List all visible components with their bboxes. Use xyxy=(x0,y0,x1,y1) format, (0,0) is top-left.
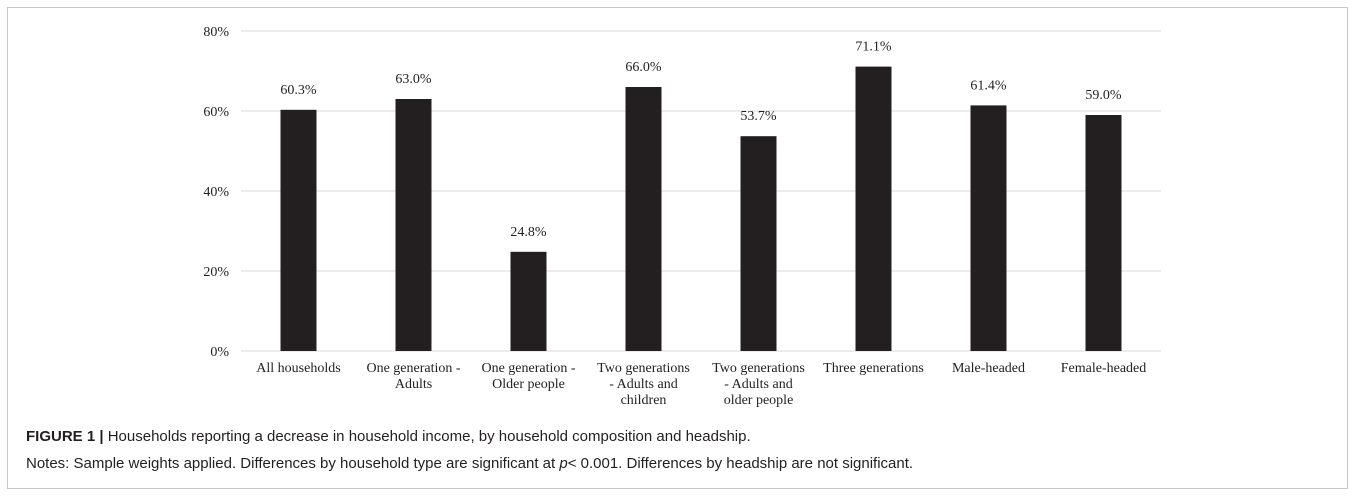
x-tick-label: Two generations - Adults and children xyxy=(597,361,690,408)
x-tick-label: All households xyxy=(256,361,340,376)
figure-caption: FIGURE 1 | Households reporting a decrea… xyxy=(26,426,1336,475)
bar xyxy=(970,105,1007,352)
bar-chart: 0% 20% 40% 60% 80% 60.3% All households 63.0% On… xyxy=(203,25,1161,408)
bar xyxy=(740,136,777,351)
bar xyxy=(1085,115,1122,351)
bar xyxy=(855,66,892,351)
notes-before: Notes: Sample weights applied. Differenc… xyxy=(26,455,560,472)
figure-frame: 0% 20% 40% 60% 80% 60.3% All households 63.0% On… xyxy=(7,7,1348,489)
bar xyxy=(280,109,317,351)
x-tick-label: One generation -Older people xyxy=(481,361,575,392)
y-tick-label: 80% xyxy=(203,25,229,40)
x-tick-label: Male-headed xyxy=(952,361,1025,376)
data-label: 53.7% xyxy=(740,109,777,124)
x-tick-label: One generation -Adults xyxy=(366,361,460,392)
data-label: 63.0% xyxy=(395,72,432,87)
data-label: 61.4% xyxy=(970,78,1007,93)
y-tick-label: 40% xyxy=(203,185,229,200)
caption-notes: Notes: Sample weights applied. Differenc… xyxy=(26,453,1336,475)
bar xyxy=(510,251,547,351)
notes-p: p xyxy=(559,455,568,472)
bar xyxy=(625,87,662,351)
figure-label: FIGURE 1 | xyxy=(26,428,104,445)
x-tick-label: Two generations - Adults and older people xyxy=(712,361,805,408)
data-label: 24.8% xyxy=(510,225,547,240)
notes-after: < 0.001. Differences by headship are not… xyxy=(567,455,914,472)
y-tick-label: 60% xyxy=(203,105,229,120)
data-label: 59.0% xyxy=(1085,88,1122,103)
x-tick-label: Female-headed xyxy=(1061,361,1147,376)
x-tick-label: Three generations xyxy=(823,361,924,376)
y-tick-label: 0% xyxy=(210,345,229,360)
figure-text: Households reporting a decrease in house… xyxy=(103,428,751,445)
y-tick-label: 20% xyxy=(203,265,229,280)
caption-title: FIGURE 1 | Households reporting a decrea… xyxy=(26,426,1336,448)
data-label: 66.0% xyxy=(625,60,662,75)
data-label: 71.1% xyxy=(855,40,892,55)
bar xyxy=(395,99,432,351)
data-label: 60.3% xyxy=(280,83,317,98)
